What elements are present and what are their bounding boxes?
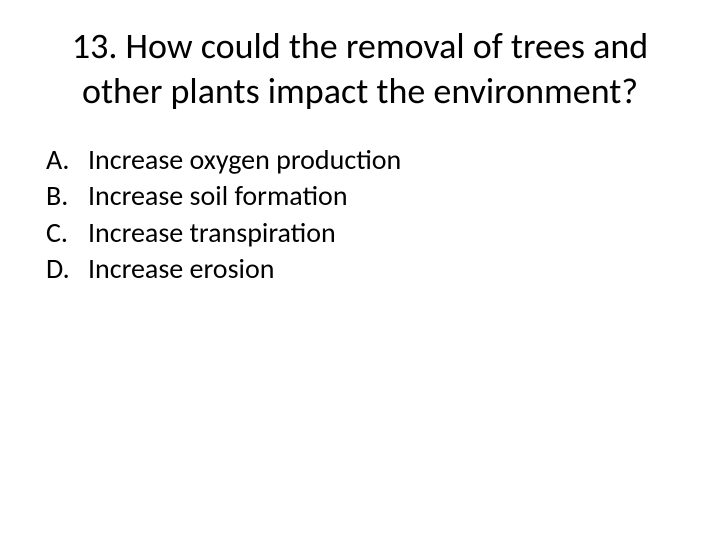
option-letter: C. [46, 215, 88, 251]
option-d: D. Increase erosion [46, 251, 680, 287]
option-text: Increase oxygen production [88, 142, 680, 178]
slide-container: 13. How could the removal of trees and o… [0, 0, 720, 540]
option-text: Increase soil formation [88, 178, 680, 214]
option-a: A. Increase oxygen production [46, 142, 680, 178]
option-text: Increase erosion [88, 251, 680, 287]
option-letter: A. [46, 142, 88, 178]
option-text: Increase transpiration [88, 215, 680, 251]
option-letter: B. [46, 178, 88, 214]
option-c: C. Increase transpiration [46, 215, 680, 251]
options-list: A. Increase oxygen production B. Increas… [40, 142, 680, 288]
question-title: 13. How could the removal of trees and o… [40, 24, 680, 114]
option-letter: D. [46, 251, 88, 287]
option-b: B. Increase soil formation [46, 178, 680, 214]
